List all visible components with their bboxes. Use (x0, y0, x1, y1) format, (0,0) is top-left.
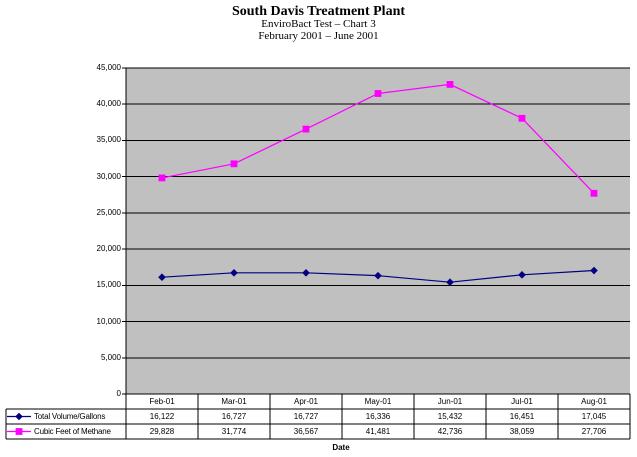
y-axis-label: 30,000 (96, 171, 121, 181)
y-axis-label: 40,000 (96, 99, 121, 109)
square-data-point-marker (158, 174, 166, 182)
table-cell: 31,774 (221, 427, 247, 436)
y-axis-label: 35,000 (96, 135, 121, 145)
table-column-header: Feb-01 (149, 397, 175, 406)
diamond-data-point-marker (446, 278, 454, 287)
table-cell: 36,567 (293, 427, 319, 436)
table-column-header: Apr-01 (293, 397, 318, 406)
diamond-data-point-marker (518, 271, 526, 279)
square-data-point-marker (590, 189, 598, 197)
series-name: Total Volume/Gallons (34, 412, 106, 421)
table-cell: 38,059 (509, 427, 535, 436)
square-data-point-marker (302, 125, 310, 133)
table-cell: 16,727 (293, 412, 319, 421)
square-data-point-marker (446, 81, 454, 88)
table-column-header: Aug-01 (581, 397, 607, 406)
table-cell: 27,706 (581, 427, 607, 436)
table-cell: 16,451 (509, 412, 535, 421)
diamond-data-point-marker (230, 269, 238, 277)
table-cell: 16,727 (221, 412, 247, 421)
y-axis-label: 20,000 (96, 244, 121, 254)
table-cell: 16,122 (149, 412, 175, 421)
y-axis-label: 15,000 (96, 280, 121, 290)
plot-background (126, 68, 630, 394)
y-axis-label: 45,000 (96, 63, 121, 72)
y-axis-label: 10,000 (96, 316, 121, 326)
table-cell: 42,736 (437, 427, 463, 436)
diamond-legend-marker-icon (15, 412, 23, 421)
series-name: Cubic Feet of Methane (34, 427, 111, 436)
square-legend-marker-icon (15, 428, 23, 435)
table-cell: 41,481 (365, 427, 391, 436)
y-axis-label: 0 (116, 389, 121, 398)
diamond-data-point-marker (302, 269, 310, 277)
square-data-point-marker (518, 114, 526, 122)
chart-title: South Davis Treatment Plant (231, 4, 406, 19)
table-cell: 29,828 (149, 427, 175, 436)
x-axis-title: Date (332, 443, 350, 452)
diamond-data-point-marker (158, 273, 166, 282)
table-column-header: Mar-01 (221, 397, 247, 406)
square-data-point-marker (374, 90, 382, 97)
table-cell: 17,045 (581, 412, 607, 421)
table-cell: 16,336 (365, 412, 391, 421)
square-data-point-marker (230, 160, 238, 168)
chart-subtitle: EnviroBact Test – Chart 3 (261, 18, 376, 30)
diamond-data-point-marker (590, 266, 598, 275)
diamond-data-point-marker (374, 271, 382, 280)
table-cell: 15,432 (437, 412, 463, 421)
y-axis-label: 5,000 (100, 352, 121, 362)
chart-period: February 2001 – June 2001 (258, 29, 379, 42)
chart-title-block: South Davis Treatment Plant EnviroBact T… (0, 4, 637, 42)
table-column-header: Jun-01 (437, 397, 463, 406)
table-column-header: Jul-01 (511, 397, 533, 406)
table-column-header: May-01 (364, 397, 392, 406)
y-axis-label: 25,000 (96, 207, 121, 217)
